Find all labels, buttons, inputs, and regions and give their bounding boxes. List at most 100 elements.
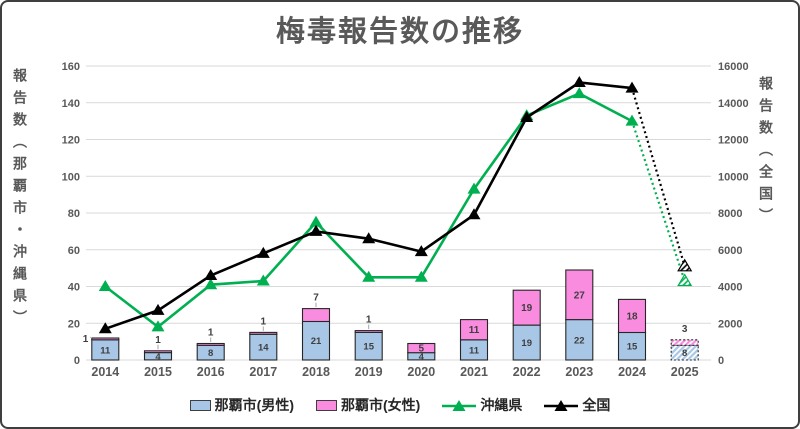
year-label: 2023 (565, 365, 593, 379)
bar-value-male: 19 (521, 338, 532, 349)
triangle-marker (467, 182, 481, 194)
bar-value-male: 14 (258, 343, 269, 354)
bar-female (249, 331, 278, 335)
bar-female (407, 342, 436, 354)
triangle-marker (362, 270, 376, 282)
bar-series (91, 269, 699, 361)
legend-swatch-bar (189, 399, 211, 411)
bar-value-female: 1 (83, 334, 89, 345)
year-label: 2018 (302, 365, 330, 379)
right-axis-tick-label: 16000 (718, 61, 749, 73)
triangle-marker (151, 320, 165, 332)
legend-swatch-line (544, 400, 579, 411)
right-axis-title: 報告数（全国） (758, 76, 774, 230)
year-label: 2016 (197, 365, 225, 379)
right-axis-tick-label: 6000 (718, 245, 742, 257)
bar-male (512, 324, 541, 361)
legend-label: 那覇市(男性) (214, 397, 294, 413)
left-axis-tick-label: 120 (62, 135, 80, 147)
bar-value-female: 27 (574, 290, 586, 301)
right-axis-tick-label: 10000 (718, 171, 749, 183)
bar-value-female: 7 (313, 293, 319, 304)
bar-female (301, 308, 331, 323)
year-label: 2025 (671, 365, 699, 379)
label-leader-line (90, 336, 93, 339)
legend-label: 全国 (582, 397, 611, 413)
bar-value-female: 1 (155, 335, 161, 346)
triangle-marker (362, 232, 376, 244)
legend-item: 那覇市(女性) (316, 395, 420, 415)
bar-value-male: 11 (100, 345, 111, 356)
bar-value-male: 8 (682, 348, 687, 359)
triangle-marker (151, 303, 165, 315)
bar-female (565, 269, 594, 321)
bar-male (354, 331, 383, 361)
left-axis-tick-label: 160 (62, 61, 80, 73)
bar-value-female: 11 (469, 325, 480, 336)
triangle-marker (309, 215, 323, 227)
line-path-dotted (630, 120, 686, 282)
bar-female (670, 339, 699, 346)
bar-female (617, 298, 647, 334)
year-label: 2015 (144, 365, 172, 379)
triangle-marker (625, 114, 639, 126)
right-axis-tick-label: 8000 (718, 208, 742, 220)
legend-item: 那覇市(男性) (189, 395, 294, 415)
left-axis-tick-label: 100 (62, 171, 80, 183)
left-axis-tick-label: 80 (68, 208, 80, 220)
legend: 那覇市(男性) 那覇市(女性) 沖縄県 全国 (2, 395, 798, 415)
line-path (104, 81, 633, 331)
triangle-marker (204, 269, 218, 280)
year-label: 2019 (355, 365, 383, 379)
legend-label: 那覇市(女性) (341, 397, 421, 413)
right-axis-tick-label: 2000 (718, 318, 742, 330)
bar-female (512, 289, 541, 326)
right-axis-tick-label: 4000 (718, 282, 742, 294)
line-series-1 (98, 76, 693, 334)
bar-value-male: 4 (419, 352, 425, 363)
bar-male (617, 331, 647, 361)
year-label: 2017 (249, 365, 277, 379)
triangle-marker (204, 278, 218, 290)
bar-value-male: 11 (469, 345, 480, 356)
bar-value-male: 4 (155, 352, 161, 363)
triangle-marker (98, 280, 112, 291)
legend-swatch-line (442, 400, 477, 411)
bar-value-female: 19 (521, 303, 533, 314)
bar-female (459, 319, 489, 341)
year-label: 2022 (513, 365, 541, 379)
gridlines: 0 20 40 60 80 100 120 140 160 0 2000 4000 6000 8000 10… (62, 61, 749, 367)
year-label: 2020 (407, 365, 435, 379)
triangle-marker (467, 208, 481, 220)
right-axis-tick-label: 14000 (718, 98, 749, 110)
year-label: 2014 (91, 365, 119, 379)
line-series-0 (98, 87, 693, 332)
legend-label: 沖縄県 (480, 397, 523, 413)
triangle-marker (572, 76, 586, 87)
right-axis-tick-label: 12000 (718, 135, 749, 147)
bar-value-male: 15 (627, 342, 638, 353)
triangle-marker (256, 246, 270, 258)
triangle-marker (414, 245, 428, 257)
triangle-marker (414, 270, 428, 282)
bar-female (196, 342, 225, 346)
bar-value-female: 1 (366, 315, 372, 326)
bar-female (354, 330, 383, 333)
bar-value-female: 1 (208, 328, 214, 339)
left-axis-tick-label: 60 (68, 245, 80, 257)
legend-item: 沖縄県 (442, 395, 522, 415)
bar-value-female: 1 (261, 316, 267, 327)
bar-value-male: 22 (574, 335, 585, 346)
chart-title: 梅毒報告数の推移 (275, 16, 524, 48)
triangle-marker (98, 322, 112, 334)
triangle-marker (309, 224, 323, 236)
bar-value-male: 21 (311, 336, 322, 347)
bar-value-female: 3 (682, 324, 688, 335)
bar-female (91, 337, 120, 341)
year-label: 2021 (460, 365, 488, 379)
bar-male (249, 333, 278, 361)
bar-value-male: 15 (363, 342, 374, 353)
